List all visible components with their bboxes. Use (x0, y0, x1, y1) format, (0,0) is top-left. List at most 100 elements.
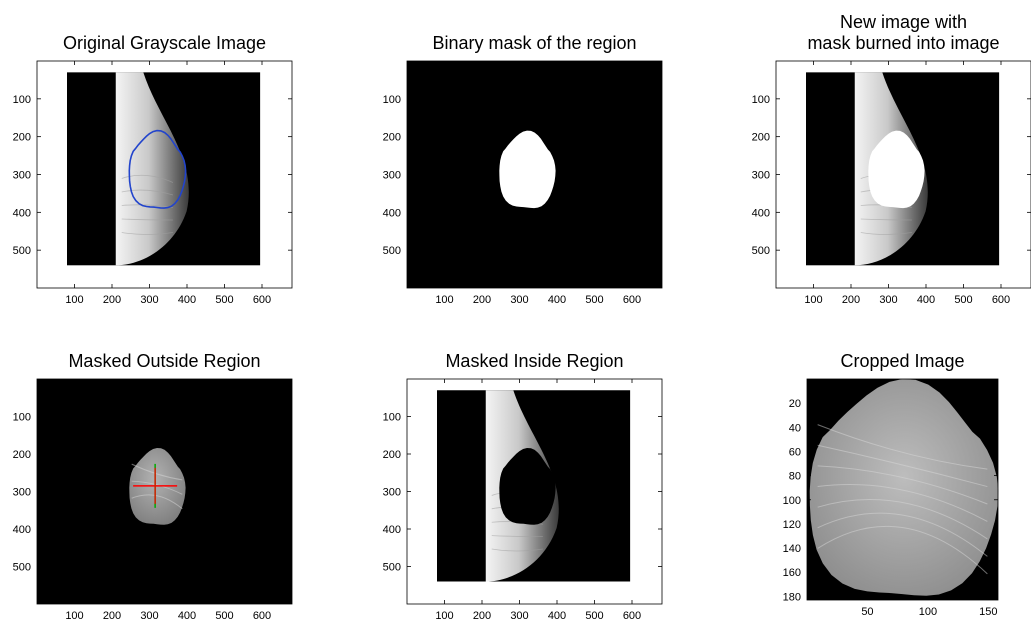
vessel-line (817, 512, 988, 557)
y-tick-label: 300 (13, 487, 31, 499)
tissue-texture (121, 232, 173, 235)
y-tick-label: 40 (789, 422, 801, 434)
y-tick-label: 180 (783, 591, 801, 603)
panel-6: 50 100 150 20 40 60 80 100 120 140 160 180 Cropped I… (783, 351, 999, 618)
y-tick-label: 100 (13, 94, 31, 106)
tissue-silhouette (115, 72, 189, 266)
x-tick-label: 400 (548, 610, 566, 622)
y-tick-label: 400 (383, 207, 401, 219)
x-tick-label: 300 (140, 294, 158, 306)
x-tick-label: 300 (879, 294, 897, 306)
vessel-line (131, 480, 183, 495)
y-tick-label: 120 (783, 519, 801, 531)
y-tick-label: 100 (383, 412, 401, 424)
tissue-texture (121, 189, 174, 196)
x-tick-label: 400 (917, 294, 935, 306)
region-fill (868, 130, 925, 209)
region-fill (499, 130, 556, 209)
y-tick-label: 500 (13, 245, 31, 257)
vessel-line (817, 525, 988, 575)
x-tick-label: 50 (861, 606, 873, 618)
x-tick-label: 500 (585, 294, 603, 306)
x-tick-label: 400 (548, 294, 566, 306)
y-tick-label: 100 (383, 94, 401, 106)
x-tick-label: 100 (435, 294, 453, 306)
y-tick-label: 400 (13, 524, 31, 536)
panel-5: 100 200 300 400 500 600 100 200 300 400 500 Masked … (383, 351, 663, 622)
y-tick-label: 200 (752, 132, 770, 144)
y-tick-label: 500 (383, 562, 401, 574)
y-tick-label: 60 (789, 446, 801, 458)
panel-3: 100 200 300 400 500 600 100 200 300 400 500 New ima… (752, 12, 1031, 306)
y-tick-label: 500 (752, 245, 770, 257)
panel-title: Cropped Image (840, 351, 964, 371)
region-fill (499, 448, 556, 525)
x-tick-label: 100 (65, 294, 83, 306)
x-tick-label: 100 (435, 610, 453, 622)
x-tick-label: 100 (919, 606, 937, 618)
x-tick-label: 200 (103, 610, 121, 622)
x-tick-label: 300 (140, 610, 158, 622)
vessel-line (817, 465, 988, 505)
panel-title: New image with (840, 12, 967, 32)
vessel-line (817, 424, 988, 470)
x-tick-label: 150 (979, 606, 997, 618)
y-tick-label: 160 (783, 567, 801, 579)
vessel-line (817, 444, 988, 488)
y-tick-label: 500 (383, 245, 401, 257)
vessel-line (131, 463, 183, 481)
vessel-line (817, 498, 988, 540)
region-texture (809, 379, 999, 596)
y-tick-label: 20 (789, 398, 801, 410)
y-tick-label: 100 (752, 94, 770, 106)
x-tick-label: 200 (103, 294, 121, 306)
x-tick-label: 400 (178, 294, 196, 306)
x-tick-label: 200 (473, 610, 491, 622)
x-tick-label: 500 (585, 610, 603, 622)
panel-4: 100 200 300 400 500 600 100 200 300 400 500 Masked … (13, 351, 293, 622)
x-tick-label: 500 (215, 610, 233, 622)
y-tick-label: 400 (383, 524, 401, 536)
panel-title: Binary mask of the region (432, 33, 636, 53)
x-tick-label: 100 (65, 610, 83, 622)
x-tick-label: 200 (473, 294, 491, 306)
x-tick-label: 400 (178, 610, 196, 622)
x-tick-label: 300 (510, 610, 528, 622)
tissue-texture (860, 232, 912, 235)
tissue-texture (121, 218, 173, 221)
x-tick-label: 300 (510, 294, 528, 306)
y-tick-label: 300 (383, 487, 401, 499)
panel-title: Masked Inside Region (445, 351, 623, 371)
y-tick-label: 500 (13, 562, 31, 574)
y-tick-label: 80 (789, 471, 801, 483)
panel-title: Original Grayscale Image (63, 33, 266, 53)
x-tick-label: 500 (954, 294, 972, 306)
x-tick-label: 600 (623, 610, 641, 622)
y-tick-label: 400 (752, 207, 770, 219)
x-tick-label: 500 (215, 294, 233, 306)
x-tick-label: 600 (253, 610, 271, 622)
x-tick-label: 100 (804, 294, 822, 306)
y-tick-label: 200 (13, 132, 31, 144)
x-tick-label: 600 (623, 294, 641, 306)
axes-frame (806, 378, 999, 601)
vessel-line (131, 494, 183, 510)
panel-1: 100 200 300 400 500 600 100 200 300 400 500 Origina… (13, 33, 293, 306)
x-tick-label: 600 (253, 294, 271, 306)
y-tick-label: 200 (383, 449, 401, 461)
tissue-texture (860, 218, 912, 221)
y-tick-label: 200 (383, 132, 401, 144)
x-tick-label: 600 (992, 294, 1010, 306)
y-tick-label: 300 (752, 170, 770, 182)
y-tick-label: 100 (783, 495, 801, 507)
panels: 100 200 300 400 500 600 100 200 300 400 500 Origina… (13, 12, 1031, 622)
tissue-texture (491, 535, 543, 537)
tissue-texture (121, 174, 174, 183)
y-tick-label: 400 (13, 207, 31, 219)
y-tick-label: 300 (383, 170, 401, 182)
y-tick-label: 140 (783, 543, 801, 555)
panel-title: mask burned into image (807, 33, 999, 53)
tissue-texture (491, 548, 543, 552)
panel-title: Masked Outside Region (68, 351, 260, 371)
